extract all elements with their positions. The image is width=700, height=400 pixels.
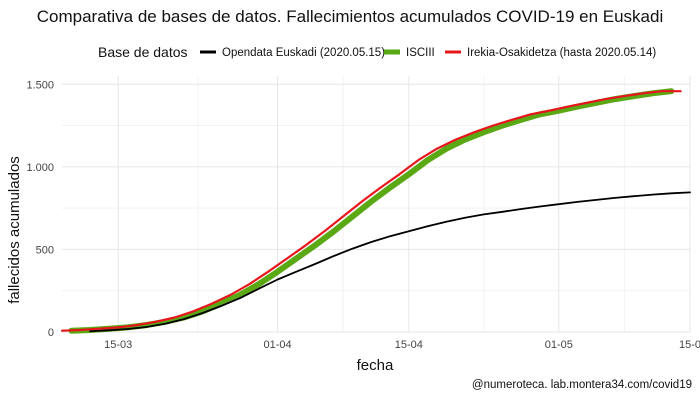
chart-caption: @numeroteca. lab.montera34.com/covid19 <box>472 379 692 391</box>
series-line-3 <box>60 90 682 332</box>
y-tick-label: 1.000 <box>26 162 54 174</box>
legend-label-3: Irekia-Osakidetza (hasta 2020.05.14) <box>467 47 656 59</box>
x-tick-label: 15-0 <box>679 339 700 351</box>
x-tick-label: 01-04 <box>264 339 292 351</box>
grid <box>62 76 691 333</box>
x-axis: 15-03 01-04 15-04 01-05 15-0 <box>104 339 700 351</box>
legend: Base de datos Opendata Euskadi (2020.05.… <box>98 44 656 60</box>
legend-title: Base de datos <box>98 44 188 60</box>
x-axis-title: fecha <box>357 357 394 374</box>
chart-title: Comparativa de bases de datos. Fallecimi… <box>37 7 664 26</box>
y-tick-label: 0 <box>48 327 54 339</box>
series-group <box>60 88 691 334</box>
y-axis: 0 500 1.000 1.500 <box>26 79 54 339</box>
y-axis-title: fallecidos acumulados <box>6 156 23 304</box>
y-tick-label: 500 <box>36 244 54 256</box>
legend-label-1: Opendata Euskadi (2020.05.15) <box>222 47 385 59</box>
x-tick-label: 15-04 <box>395 339 423 351</box>
x-tick-label: 15-03 <box>104 339 132 351</box>
legend-label-2: ISCIII <box>406 47 435 59</box>
series-line-2 <box>68 88 675 334</box>
y-tick-label: 1.500 <box>26 79 54 91</box>
x-tick-label: 01-05 <box>545 339 573 351</box>
series-line-1 <box>89 191 691 333</box>
